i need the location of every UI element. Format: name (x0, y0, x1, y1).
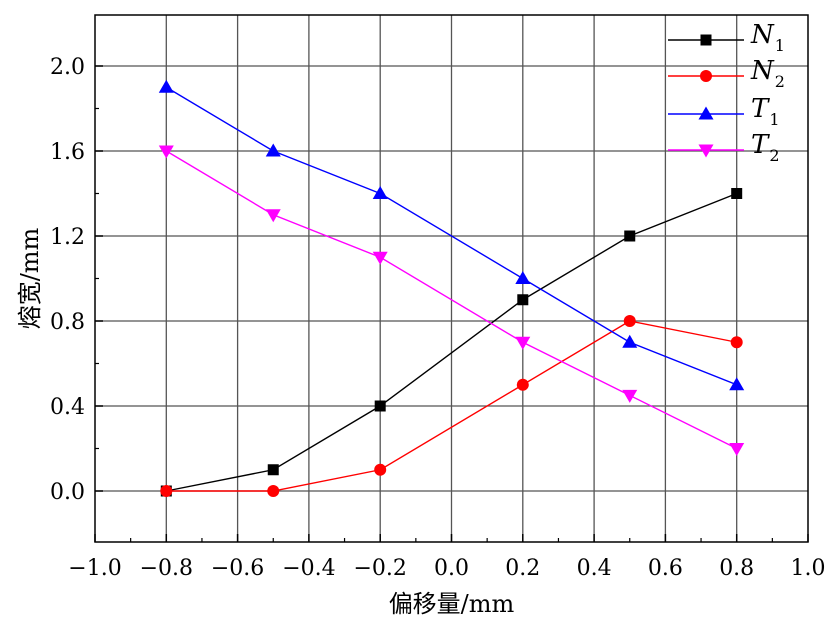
x-tick-label: 1.0 (791, 556, 826, 581)
data-point (516, 378, 529, 391)
y-tick-label: 1.6 (50, 140, 85, 165)
legend-marker (700, 70, 712, 82)
x-tick-label: 0.8 (719, 556, 754, 581)
data-point (622, 334, 638, 348)
series-t1 (158, 79, 745, 391)
data-point (158, 79, 174, 93)
legend-marker (698, 106, 714, 120)
legend-subscript: 2 (769, 146, 779, 165)
data-point (267, 464, 279, 476)
legend-label: N2 (750, 56, 785, 91)
y-tick-label: 0.4 (50, 395, 85, 420)
series (158, 79, 745, 497)
data-point (515, 336, 531, 350)
y-tick-label: 0.8 (50, 310, 85, 335)
legend-subscript: 1 (769, 110, 779, 129)
data-point (729, 377, 745, 391)
data-point (622, 389, 638, 403)
y-tick-label: 2.0 (50, 55, 85, 80)
series-line (165, 86, 737, 386)
series-n2 (160, 315, 743, 497)
y-tick-label: 1.2 (50, 225, 85, 250)
x-tick-label: −0.4 (282, 556, 335, 581)
series-line (166, 320, 737, 492)
y-axis-title: 熔宽/mm (16, 227, 44, 329)
data-point (265, 209, 281, 223)
legend-entry: T1 (668, 94, 780, 129)
data-point (265, 143, 281, 157)
grid (95, 15, 808, 542)
data-point (517, 294, 529, 306)
legend-label: T2 (751, 130, 780, 165)
legend-subscript: 1 (775, 36, 785, 55)
data-point (158, 145, 174, 159)
data-point (372, 251, 388, 265)
data-point (729, 443, 745, 456)
legend-entry: T2 (668, 130, 780, 165)
series-line (165, 150, 738, 450)
y-tick-label: 0.0 (50, 480, 85, 505)
data-point (731, 188, 743, 199)
legend-entry: N2 (668, 56, 785, 91)
legend-label: N1 (750, 20, 785, 55)
data-point (623, 315, 636, 327)
x-tick-label: −0.6 (211, 556, 264, 581)
data-point (267, 485, 280, 497)
series-line (166, 192, 737, 492)
data-point (374, 463, 387, 476)
x-tick-label: −0.8 (140, 556, 193, 581)
data-point (160, 485, 173, 497)
legend-marker (698, 144, 714, 158)
legend-entry: N1 (668, 20, 785, 55)
data-point (372, 186, 388, 199)
x-tick-label: 0.0 (434, 556, 469, 581)
legend-label: T1 (751, 94, 780, 129)
x-tick-label: −0.2 (353, 556, 406, 581)
x-tick-label: −1.0 (68, 556, 121, 581)
x-tick-label: 0.4 (577, 556, 612, 581)
x-axis-title: 偏移量/mm (389, 590, 515, 618)
series-t2 (158, 145, 745, 456)
data-point (515, 271, 531, 284)
x-tick-label: 0.6 (648, 556, 683, 581)
data-point (730, 336, 743, 349)
legend-marker (700, 34, 712, 46)
data-point (374, 400, 386, 412)
legend-subscript: 2 (775, 72, 785, 91)
data-point (624, 230, 636, 242)
axes: −1.0 −0.8 −0.6 −0.4 −0.2 0.0 0.2 0.4 0.6 0.8 1.0 0.… (50, 55, 826, 581)
x-tick-label: 0.2 (505, 556, 540, 581)
